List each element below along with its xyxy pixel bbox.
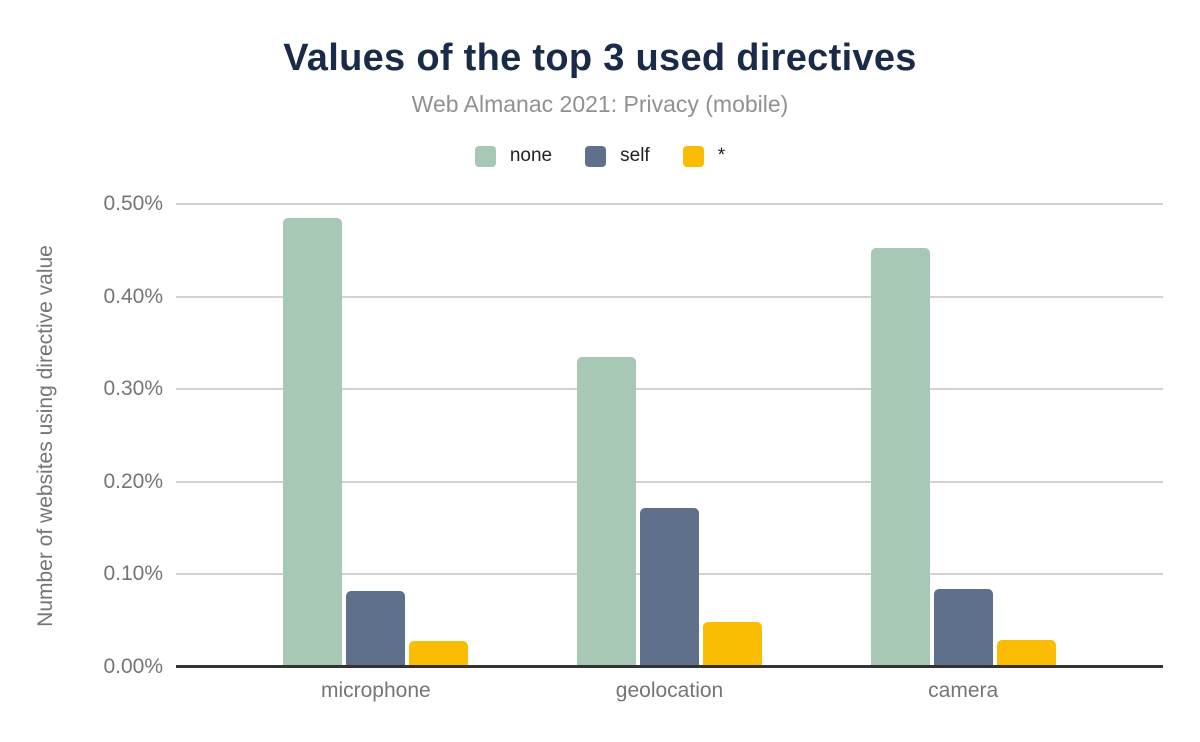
gridline (176, 295, 1163, 298)
y-tick-label: 0.30% (103, 377, 163, 401)
bar-none-geolocation[interactable] (577, 356, 636, 667)
legend-swatch-self-icon (585, 145, 607, 167)
x-axis-category-labels: microphone geolocation camera (176, 679, 1163, 703)
y-tick-label: 0.40% (103, 284, 163, 308)
bar-none-microphone[interactable] (283, 217, 343, 667)
legend-label-star: * (717, 145, 726, 166)
x-category-label-microphone: microphone (320, 679, 431, 702)
legend-swatch-star-icon (682, 145, 704, 167)
y-tick-label: 0.50% (103, 192, 163, 215)
plot-area (176, 203, 1163, 668)
legend-item-none: none (474, 145, 553, 167)
bar-group-camera (816, 204, 1110, 667)
legend-item-star: * (682, 145, 726, 167)
gridline (176, 480, 1163, 483)
legend-item-self: self (585, 145, 650, 167)
legend-label-none: none (509, 145, 553, 166)
bar-group-microphone (229, 204, 523, 667)
x-axis-line (176, 665, 1163, 668)
bar-self-camera[interactable] (933, 589, 993, 667)
bars-layer (176, 204, 1163, 667)
x-category-label-geolocation: geolocation (615, 679, 724, 702)
chart-subtitle: Web Almanac 2021: Privacy (mobile) (411, 91, 789, 117)
x-category-label-camera: camera (928, 679, 999, 702)
y-tick-label: 0.20% (103, 469, 163, 493)
bar-star-microphone[interactable] (409, 641, 469, 667)
bar-self-geolocation[interactable] (640, 507, 699, 667)
gridline (176, 203, 1163, 205)
legend-swatch-none-icon (474, 145, 496, 167)
bar-none-camera[interactable] (870, 247, 930, 667)
y-tick-label: 0.00% (103, 655, 163, 678)
legend: none self * (0, 145, 1200, 167)
bar-group-geolocation (523, 204, 817, 667)
gridline (176, 388, 1163, 391)
y-tick-label: 0.10% (103, 562, 163, 586)
bar-self-microphone[interactable] (346, 591, 406, 667)
chart-title: Values of the top 3 used directives (283, 37, 917, 79)
legend-label-self: self (620, 145, 650, 166)
bar-star-camera[interactable] (996, 640, 1056, 667)
bar-star-geolocation[interactable] (703, 621, 762, 667)
